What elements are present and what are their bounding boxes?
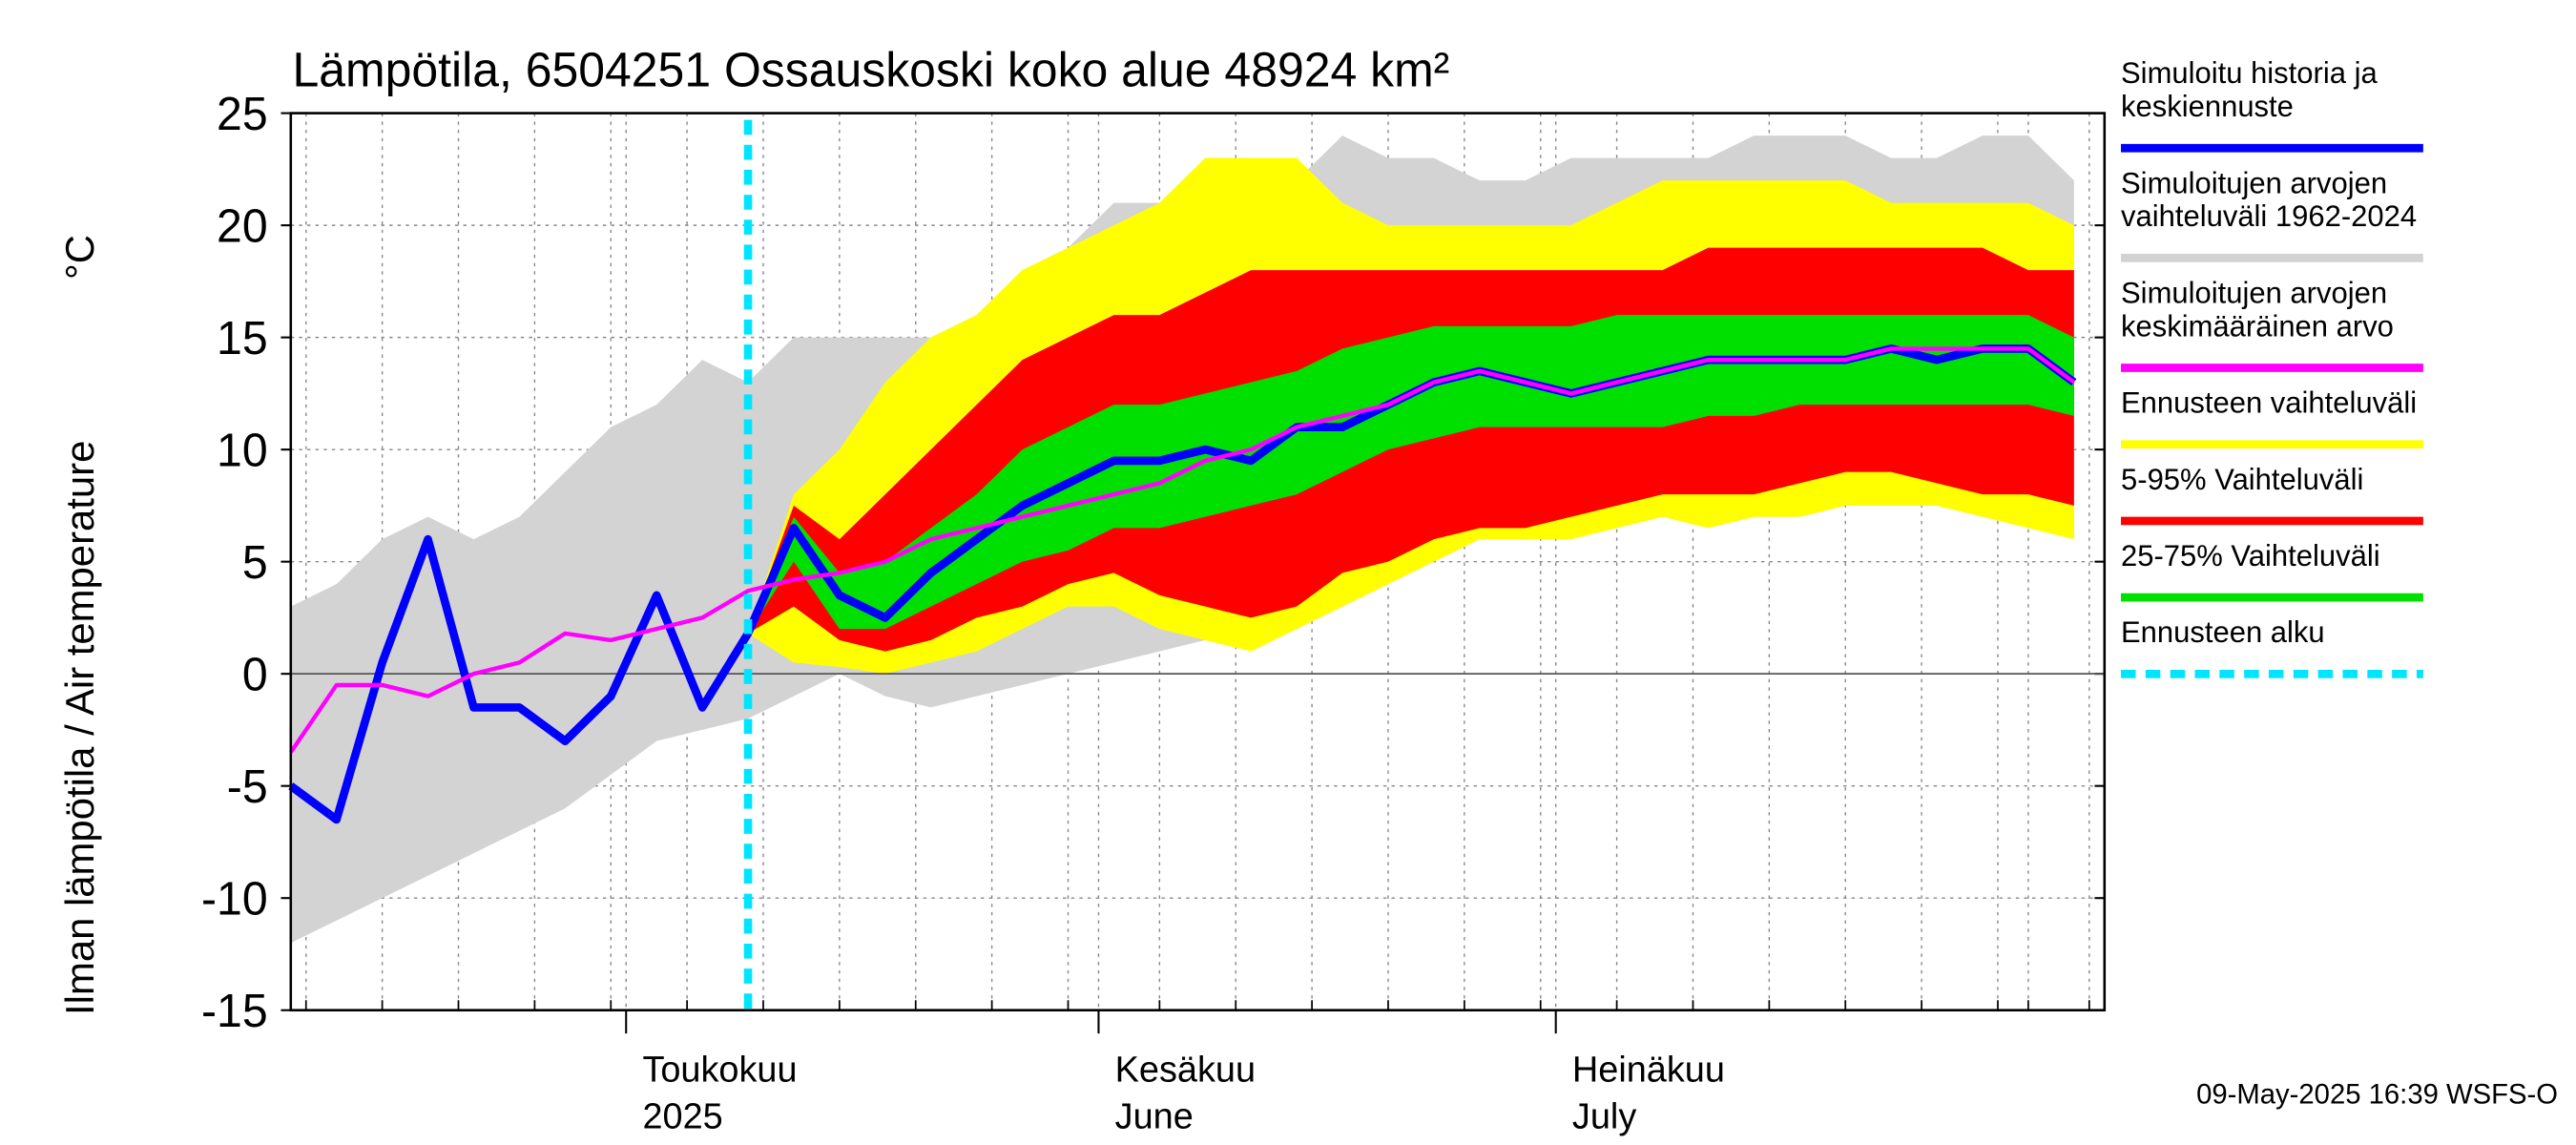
legend-label: 5-95% Vaihteluväli xyxy=(2121,463,2363,496)
legend-label: Ennusteen vaihteluväli xyxy=(2121,385,2417,419)
x-tick-label: 2025 xyxy=(642,1095,722,1136)
footer: 09-May-2025 16:39 WSFS-O xyxy=(2196,1078,2558,1110)
y-tick-label: 0 xyxy=(242,649,268,700)
legend-label: vaihteluväli 1962-2024 xyxy=(2121,199,2417,233)
y-tick-label: 25 xyxy=(217,89,268,140)
band-area xyxy=(748,315,2074,634)
y-tick-label: -10 xyxy=(201,873,268,925)
legend-label: Ennusteen alku xyxy=(2121,615,2325,649)
legend-label: keskimääräinen arvo xyxy=(2121,309,2394,343)
legend-label: 25-75% Vaihteluväli xyxy=(2121,539,2380,572)
legend-label: keskiennuste xyxy=(2121,90,2294,123)
plot-frame xyxy=(289,112,2107,1012)
y-tick-label: 15 xyxy=(217,313,268,364)
y-tick-label: -15 xyxy=(201,986,268,1037)
x-tick-label: July xyxy=(1572,1095,1636,1136)
x-tick-label: June xyxy=(1115,1095,1194,1136)
y-axis-unit: °C xyxy=(57,235,102,280)
x-tick-label: Kesäkuu xyxy=(1115,1050,1256,1091)
x-tick-label: Heinäkuu xyxy=(1572,1050,1725,1091)
y-tick-label: 5 xyxy=(242,537,268,589)
y-tick-label: -5 xyxy=(227,761,268,813)
y-tick-label: 10 xyxy=(217,425,268,476)
y-tick-label: 20 xyxy=(217,200,268,252)
x-tick-label: Toukokuu xyxy=(642,1050,797,1091)
legend-label: Simuloitu historia ja xyxy=(2121,56,2378,90)
series-line xyxy=(289,346,2076,754)
y-axis-label: Ilman lämpötila / Air temperature xyxy=(57,441,102,1015)
legend-label: Simuloitujen arvojen xyxy=(2121,166,2387,199)
chart-title: Lämpötila, 6504251 Ossauskoski koko alue… xyxy=(293,43,1450,96)
legend-label: Simuloitujen arvojen xyxy=(2121,276,2387,309)
